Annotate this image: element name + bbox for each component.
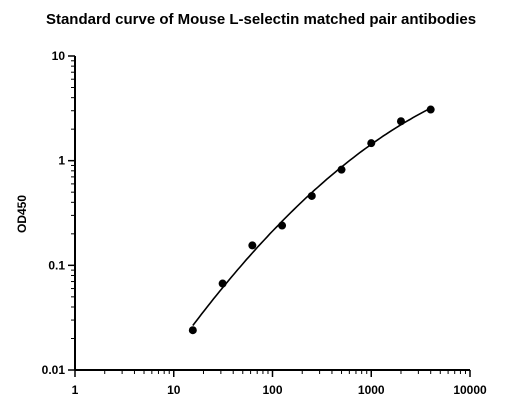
fit-curve-layer — [192, 107, 432, 326]
data-point — [248, 241, 257, 250]
y-tick-label: 0.01 — [42, 363, 66, 377]
data-point — [396, 117, 405, 126]
axes: 1 10 100 1000 10000 0.01 0.1 1 10 — [42, 49, 487, 397]
x-tick-label: 10 — [167, 383, 181, 397]
fit-curve — [192, 107, 432, 326]
chart-title: Standard curve of Mouse L-selectin match… — [45, 11, 477, 28]
data-point — [188, 326, 197, 335]
data-points — [188, 105, 435, 335]
x-tick-label: 1 — [72, 383, 79, 397]
data-point — [426, 105, 435, 114]
y-tick-label: 1 — [58, 154, 65, 168]
x-tick-label: 1000 — [358, 383, 385, 397]
data-point — [278, 221, 287, 230]
data-point — [307, 191, 316, 200]
x-tick-label: 10000 — [453, 383, 487, 397]
y-axis-label: OD450 — [15, 195, 29, 233]
data-point — [218, 279, 227, 288]
data-point — [337, 165, 346, 174]
data-point — [367, 139, 376, 148]
y-tick-label: 0.1 — [48, 258, 65, 272]
x-tick-label: 100 — [262, 383, 282, 397]
y-tick-label: 10 — [52, 49, 66, 63]
